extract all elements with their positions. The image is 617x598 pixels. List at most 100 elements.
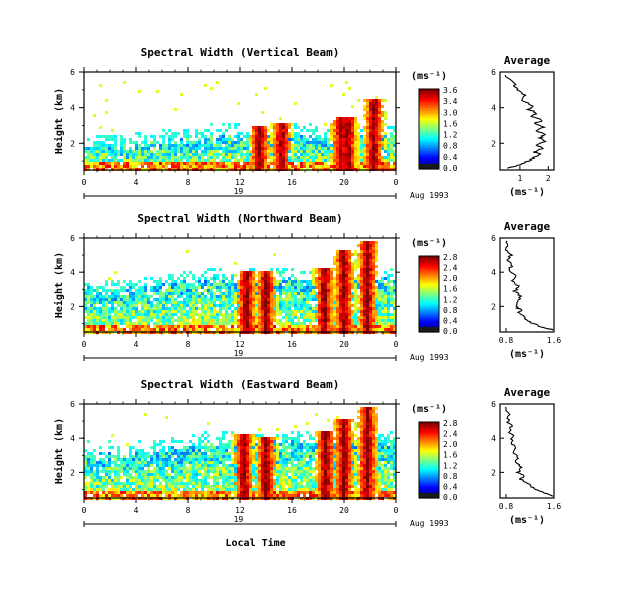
xtick-label: 4	[134, 506, 139, 515]
panel-2: Spectral Width (Eastward Beam) 2 4 6 Height …	[53, 378, 561, 549]
colorbar-segment	[419, 479, 439, 482]
colorbar-segment	[419, 284, 439, 287]
avg-ytick-label: 6	[491, 234, 496, 243]
colorbar-segment	[419, 473, 439, 476]
ytick-label: 6	[70, 234, 75, 243]
colorbar-segment	[419, 125, 439, 128]
heatmap-cells	[84, 407, 396, 500]
colorbar-tick: 2.4	[443, 430, 458, 439]
colorbar-segment	[419, 454, 439, 457]
colorbar-segment	[419, 259, 439, 263]
colorbar-segment	[419, 145, 439, 148]
avg-ytick-label: 4	[491, 434, 496, 443]
colorbar-segment	[419, 275, 439, 278]
ytick-label: 4	[70, 104, 75, 113]
colorbar-unit: (ms⁻¹)	[411, 404, 447, 415]
ytick-label: 4	[70, 268, 75, 277]
colorbar-segment	[419, 113, 439, 116]
xtick-label: 12	[235, 340, 245, 349]
average-xlabel: (ms⁻¹)	[509, 349, 545, 360]
colorbar-tick: 2.8	[443, 253, 458, 262]
date-label: Aug 1993	[410, 191, 449, 200]
colorbar-unit: (ms⁻¹)	[411, 71, 447, 82]
xtick-label: 12	[235, 506, 245, 515]
colorbar-segment	[419, 441, 439, 444]
colorbar-segment	[419, 456, 439, 459]
colorbar-tick: 0.0	[443, 164, 458, 173]
avg-ytick-label: 2	[491, 139, 496, 148]
colorbar-segment	[419, 471, 439, 474]
colorbar-segment	[419, 437, 439, 440]
colorbar-segment	[419, 157, 439, 160]
xtick-label: 8	[186, 506, 191, 515]
average-title: Average	[504, 54, 551, 67]
colorbar-tick: 3.4	[443, 97, 458, 106]
average-frame	[499, 71, 555, 171]
xtick-label: 4	[134, 340, 139, 349]
colorbar-tick: 0.8	[443, 142, 458, 151]
colorbar-segment	[419, 133, 439, 136]
colorbar-segment	[419, 111, 439, 114]
colorbar-segment	[419, 301, 439, 305]
colorbar-tick: 2.4	[443, 264, 458, 273]
ytick-label: 2	[70, 468, 75, 477]
colorbar-tick: 0.4	[443, 482, 458, 491]
colorbar-segment	[419, 153, 439, 156]
colorbar-segment	[419, 282, 439, 286]
panel-1: Spectral Width (Northward Beam) 2 4 6 Height…	[53, 212, 561, 362]
colorbar-segment	[419, 465, 439, 469]
colorbar-frame	[418, 255, 440, 333]
xtick-label: 4	[134, 178, 139, 187]
colorbar-segment	[419, 286, 439, 289]
colorbar-segment	[419, 99, 439, 102]
colorbar-segment	[419, 324, 439, 327]
colorbar-segment	[419, 143, 439, 146]
colorbar-segment	[419, 435, 439, 438]
colorbar-segment	[419, 269, 439, 272]
panel-0: Spectral Width (Vertical Beam) 2 4 6 Height …	[53, 46, 555, 200]
avg-xtick-label: 0.8	[499, 502, 514, 511]
colorbar-segment	[419, 425, 439, 429]
colorbar-tick: 0.0	[443, 493, 458, 502]
colorbar-segment	[419, 135, 439, 138]
xtick-label: 20	[339, 506, 349, 515]
colorbar-segment	[419, 469, 439, 472]
colorbar-tick: 0.0	[443, 327, 458, 336]
avg-ytick-label: 6	[491, 68, 496, 77]
x-axis-label: Local Time	[225, 537, 285, 549]
colorbar-segment	[419, 480, 439, 484]
panel-title: Spectral Width (Eastward Beam)	[141, 378, 340, 391]
colorbar-tick: 3.0	[443, 108, 458, 117]
colorbar-segment	[419, 482, 439, 486]
colorbar-segment	[419, 320, 439, 324]
colorbar-tick: 0.4	[443, 316, 458, 325]
colorbar-segment	[419, 278, 439, 282]
colorbar-frame	[418, 421, 440, 499]
ytick-label: 6	[70, 400, 75, 409]
colorbar-unit: (ms⁻¹)	[411, 238, 447, 249]
colorbar-segment	[419, 486, 439, 490]
colorbar-segment	[419, 467, 439, 471]
colorbar-segment	[419, 141, 439, 144]
colorbar-segment	[419, 316, 439, 320]
y-axis-label: Height (km)	[53, 88, 65, 154]
xtick-label: 0	[394, 506, 399, 515]
colorbar-segment	[419, 123, 439, 126]
colorbar-segment	[419, 119, 439, 122]
avg-xtick-label: 0.8	[499, 336, 514, 345]
colorbar-segment	[419, 322, 439, 325]
colorbar-segment	[419, 461, 439, 465]
colorbar-segment	[419, 463, 439, 467]
colorbar-segment	[419, 129, 439, 132]
heatmap-cells	[84, 241, 396, 334]
colorbar-segment	[419, 490, 439, 493]
ytick-label: 4	[70, 434, 75, 443]
colorbar-tick: 1.6	[443, 285, 458, 294]
average-xlabel: (ms⁻¹)	[509, 187, 545, 198]
date-label: Aug 1993	[410, 519, 449, 528]
average-xlabel: (ms⁻¹)	[509, 515, 545, 526]
colorbar-segment	[419, 267, 439, 270]
colorbar-segment	[419, 271, 439, 274]
colorbar-segment	[419, 444, 439, 448]
colorbar-segment	[419, 91, 439, 94]
